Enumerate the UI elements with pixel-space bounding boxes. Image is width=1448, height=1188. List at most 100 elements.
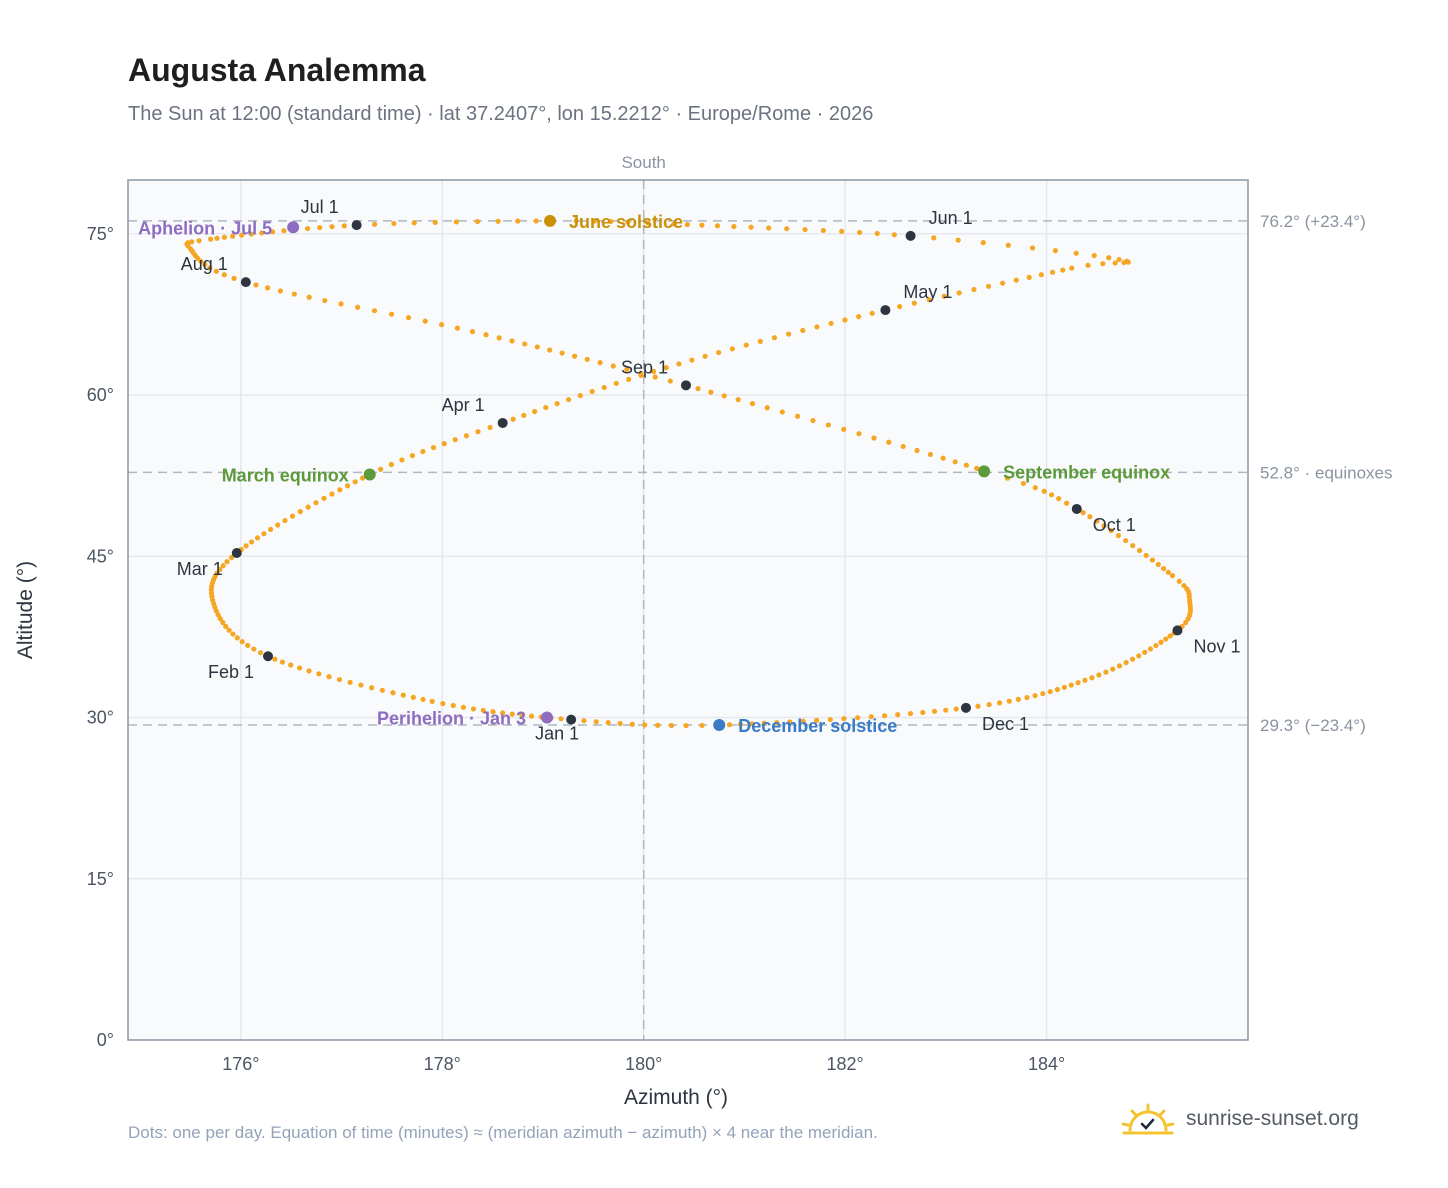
daily-dot [1115, 532, 1122, 539]
daily-dot [399, 457, 405, 463]
daily-dot [306, 668, 312, 674]
daily-dot [1187, 600, 1193, 606]
daily-dot [1096, 672, 1102, 678]
daily-dot [191, 250, 197, 256]
daily-dot [475, 429, 481, 435]
daily-dot [996, 700, 1003, 706]
daily-dot [955, 237, 961, 243]
daily-dot [581, 718, 587, 724]
daily-dot [1179, 623, 1185, 629]
page-title: Augusta Analemma [128, 52, 426, 88]
month-marker [905, 230, 916, 241]
daily-dot [224, 559, 230, 565]
daily-dot [239, 639, 245, 645]
daily-dot [743, 342, 749, 348]
x-axis-label: Azimuth (°) [624, 1086, 728, 1109]
daily-dot [420, 448, 426, 455]
daily-dot [213, 268, 219, 274]
month-marker [880, 305, 891, 316]
daily-dot [388, 461, 394, 468]
daily-dot [559, 350, 565, 356]
daily-dot [367, 471, 373, 478]
daily-dot [699, 722, 705, 729]
event-label: June solstice [569, 212, 683, 232]
daily-dot [980, 239, 986, 246]
daily-dot [1061, 684, 1067, 690]
brand[interactable]: sunrise-sunset.org [1120, 1102, 1359, 1136]
daily-dot [593, 719, 599, 725]
daily-dot [490, 709, 496, 715]
daily-dot [217, 566, 223, 573]
y-axis-label: Altitude (°) [14, 561, 37, 659]
daily-dot [820, 227, 826, 234]
daily-dot [554, 401, 560, 407]
daily-dot [684, 222, 690, 228]
daily-dot [208, 587, 214, 593]
daily-dot [521, 412, 527, 419]
daily-dot [601, 384, 607, 391]
month-label: Oct 1 [1093, 515, 1136, 535]
daily-dot [221, 234, 228, 240]
daily-dot [534, 344, 540, 350]
month-label: Jul 1 [301, 197, 339, 217]
daily-dot [1130, 542, 1136, 549]
daily-dot [1137, 547, 1143, 554]
daily-dot [963, 462, 969, 468]
daily-dot [1116, 256, 1122, 263]
daily-dot [900, 443, 906, 450]
daily-dot [1085, 262, 1091, 268]
month-marker [497, 417, 508, 428]
reference-line-label: 76.2° (+23.4°) [1260, 212, 1366, 231]
daily-dot [716, 349, 722, 356]
daily-dot [279, 659, 286, 665]
daily-dot [729, 346, 735, 352]
daily-dot [450, 702, 456, 709]
daily-dot [855, 715, 861, 721]
daily-dot [1000, 280, 1006, 286]
plot-frame [127, 179, 1249, 1041]
event-marker [540, 711, 553, 724]
daily-dot [638, 370, 644, 376]
daily-dot [914, 447, 920, 454]
daily-dot [239, 232, 245, 238]
reference-lines: 76.2° (+23.4°) 52.8° · equinoxes 29.3° (−2… [128, 212, 1393, 735]
month-marker [240, 277, 251, 288]
daily-dot [1123, 537, 1129, 544]
daily-dot [210, 577, 217, 583]
daily-dot [856, 314, 862, 320]
daily-dot [683, 382, 689, 388]
month-label: May 1 [903, 282, 952, 302]
daily-dot [254, 535, 261, 541]
daily-dot [509, 338, 515, 344]
event-markers: June solstice December solstice March equi… [138, 212, 1170, 736]
daily-dot [202, 261, 208, 268]
daily-dot [538, 714, 544, 720]
daily-dot [440, 700, 446, 707]
daily-dot [532, 408, 538, 415]
daily-dot [265, 653, 271, 659]
daily-dot [1068, 682, 1074, 688]
daily-dot [378, 466, 384, 472]
daily-dot [230, 631, 236, 637]
event-marker [978, 465, 991, 478]
daily-dot [605, 720, 611, 726]
daily-dot [500, 420, 506, 426]
daily-dot [243, 279, 249, 285]
daily-dot [794, 413, 801, 419]
daily-dot [1110, 666, 1116, 672]
daily-dot [329, 224, 335, 230]
daily-dot [277, 288, 284, 294]
daily-dot [238, 546, 244, 553]
daily-dot [269, 229, 276, 235]
daily-dot [213, 608, 219, 614]
daily-dot [748, 224, 754, 230]
daily-dot [500, 710, 506, 716]
daily-dot [1165, 569, 1171, 575]
daily-dot [650, 368, 657, 375]
daily-dot [441, 441, 447, 447]
month-markers: Jan 1 Feb 1 Mar 1 Apr 1 May 1 Jun 1 Jul 1 Aug 1… [177, 197, 1241, 744]
daily-dot [1116, 663, 1123, 669]
daily-dot [550, 218, 556, 224]
daily-dot [329, 491, 335, 497]
